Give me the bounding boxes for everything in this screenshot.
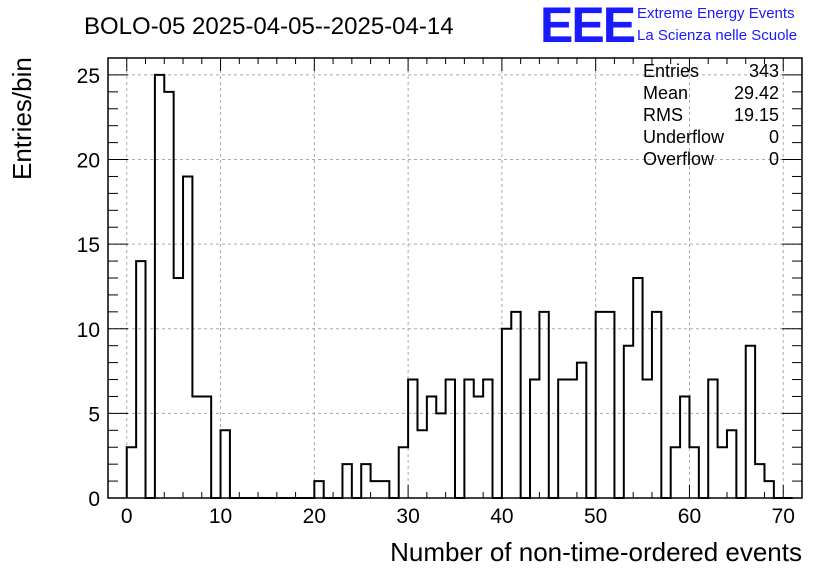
stat-label: Entries xyxy=(643,61,699,81)
x-tick-label: 10 xyxy=(209,505,232,528)
y-axis-label: Entries/bin xyxy=(7,57,37,180)
x-tick-label: 50 xyxy=(584,505,607,528)
stat-label: RMS xyxy=(643,105,683,125)
stat-value: 19.15 xyxy=(734,105,779,125)
x-tick-label: 70 xyxy=(772,505,795,528)
x-tick-label: 40 xyxy=(490,505,513,528)
eee-logo: EEE Extreme Energy Events La Scienza nel… xyxy=(540,0,797,53)
logo-line1: Extreme Energy Events xyxy=(637,5,795,22)
stat-label: Underflow xyxy=(643,127,725,147)
y-tick-label: 10 xyxy=(77,319,100,342)
chart-title: BOLO-05 2025-04-05--2025-04-14 xyxy=(84,13,454,40)
tick-labels: 0 10 20 30 40 50 60 70 0 5 10 15 20 25 xyxy=(77,65,795,528)
logo-mark: EEE xyxy=(540,0,635,53)
y-tick-label: 20 xyxy=(77,150,100,173)
logo-line2: La Scienza nelle Scuole xyxy=(637,27,797,44)
x-tick-label: 30 xyxy=(396,505,419,528)
stat-value: 343 xyxy=(749,61,779,81)
stat-label: Mean xyxy=(643,83,688,103)
stat-value: 29.42 xyxy=(734,83,779,103)
x-tick-label: 0 xyxy=(121,505,133,528)
stat-value: 0 xyxy=(769,127,779,147)
histogram-outline xyxy=(125,73,793,499)
x-axis-label: Number of non-time-ordered events xyxy=(390,537,802,567)
y-tick-label: 5 xyxy=(88,403,100,426)
y-tick-label: 0 xyxy=(88,488,100,511)
plot-frame xyxy=(107,57,803,499)
stat-label: Overflow xyxy=(643,149,715,169)
y-tick-label: 25 xyxy=(77,65,100,88)
y-tick-label: 15 xyxy=(77,234,100,257)
stats-box: Entries 343 Mean 29.42 RMS 19.15 Underflow 0 Ove… xyxy=(643,61,779,169)
x-tick-label: 20 xyxy=(303,505,326,528)
x-tick-label: 60 xyxy=(678,505,701,528)
stat-value: 0 xyxy=(769,149,779,169)
